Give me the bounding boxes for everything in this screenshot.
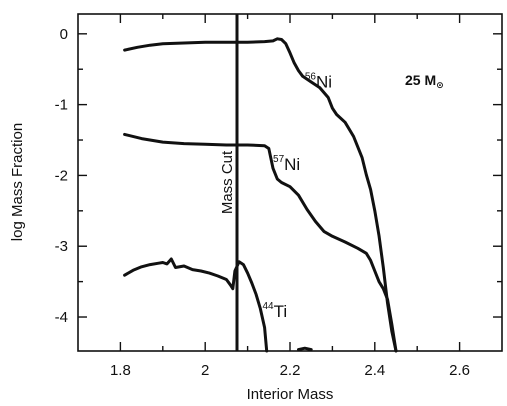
y-axis-title: log Mass Fraction [9,123,26,241]
y-tick-label: 0 [60,26,68,43]
series-line [297,346,313,352]
y-tick-label: -3 [55,238,68,255]
y-tick-label: -1 [55,97,68,114]
x-tick-label: 2.2 [280,362,301,379]
series-label-mass-number: 44 [262,301,274,312]
series-label: 56Ni [305,72,332,92]
x-tick-label: 2.6 [449,362,470,379]
series-label: 44Ti [262,301,287,321]
axis-ticks [78,14,502,351]
star-mass-annotation: 25 M⊙ [405,72,444,90]
series-line [123,257,269,353]
series-label-element: Ti [274,302,288,321]
series-label-mass-number: 56 [305,72,317,83]
axis-tick-labels: 1.8 2 2.2 2.4 2.6 0 -1 -2 -3 -4 [55,26,470,379]
x-axis-title: Interior Mass [247,386,334,403]
y-tick-label: -4 [55,309,68,326]
star-mass-value: 25 M [405,72,436,88]
series-label: 57Ni [273,154,300,174]
y-tick-label: -2 [55,167,68,184]
star-mass-subscript: ⊙ [436,80,444,90]
series-label-element: Ni [284,155,300,174]
x-tick-label: 1.8 [110,362,131,379]
x-tick-label: 2.4 [364,362,385,379]
series-curves [123,37,398,353]
series-label-mass-number: 57 [273,154,285,165]
x-tick-label: 2 [201,362,209,379]
mass-cut-label: Mass Cut [219,150,236,214]
series-line [123,132,398,353]
plot-frame [77,13,503,352]
series-line [123,37,398,353]
series-label-element: Ni [316,73,332,92]
